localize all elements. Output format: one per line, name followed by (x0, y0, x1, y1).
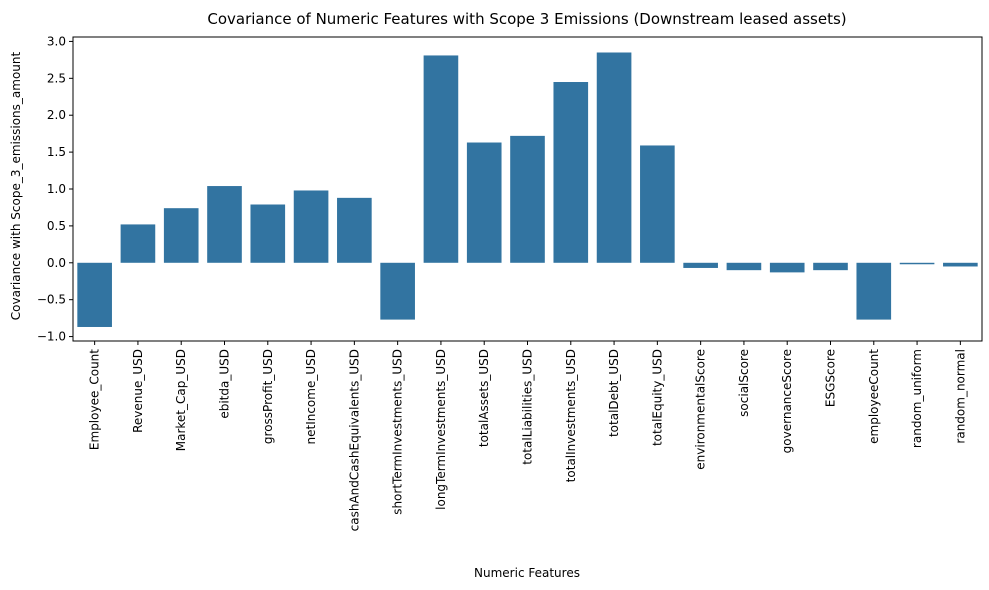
x-tick-label: ESGScore (824, 349, 838, 407)
x-tick-label: random_uniform (910, 349, 924, 448)
x-tick-label: grossProfit_USD (261, 349, 275, 444)
x-tick-label: employeeCount (867, 349, 881, 444)
y-axis: −1.0 −0.5 0.0 0.5 1.0 1.5 2.0 2.5 3.0 (37, 34, 73, 344)
bar-grossProfit_USD (250, 204, 286, 263)
x-axis: Employee_Count Revenue_USD Market_Cap_USD e… (88, 341, 967, 531)
x-tick-label: totalLiabilities_USD (521, 349, 535, 465)
y-tick-label: 1.0 (47, 182, 66, 196)
x-tick-label: Employee_Count (88, 349, 102, 450)
y-tick-label: 2.5 (47, 71, 66, 85)
bars-group (77, 52, 978, 327)
bar-totalAssets_USD (466, 142, 502, 263)
bar-totalDebt_USD (596, 52, 632, 263)
y-tick-label: 1.5 (47, 145, 66, 159)
bar-ESGScore (813, 262, 848, 271)
y-tick-label: 0.5 (47, 219, 66, 233)
x-tick-label: governanceScore (780, 349, 794, 453)
bar-Employee_Count (77, 262, 112, 327)
bar-cashAndCashEquivalents_USD (337, 197, 372, 263)
bar-Market_Cap_USD (163, 208, 199, 263)
x-tick-label: cashAndCashEquivalents_USD (347, 349, 361, 531)
y-tick-label: 2.0 (47, 108, 66, 122)
x-tick-label: ebitda_USD (218, 349, 232, 419)
x-tick-label: Market_Cap_USD (174, 349, 188, 451)
x-axis-title: Numeric Features (474, 566, 580, 580)
chart-title: Covariance of Numeric Features with Scop… (207, 10, 846, 28)
bar-random_normal (943, 262, 978, 267)
x-tick-label: netIncome_USD (304, 349, 318, 445)
y-tick-label: 3.0 (47, 34, 66, 48)
bar-totalInvestments_USD (553, 82, 589, 263)
bar-totalLiabilities_USD (510, 135, 545, 263)
y-axis-title: Covariance with Scope_3_emissions_amount (9, 52, 23, 321)
y-tick-label: 0.0 (47, 256, 66, 270)
plot-frame (72, 36, 983, 342)
bar-ebitda_USD (207, 186, 242, 263)
bar-environmentalScore (683, 262, 718, 268)
x-tick-label: totalInvestments_USD (564, 349, 578, 482)
bar-employeeCount (856, 262, 892, 320)
x-tick-label: shortTermInvestments_USD (391, 349, 405, 515)
bar-random_uniform (899, 262, 935, 265)
bar-longTermInvestments_USD (423, 55, 459, 263)
bar-governanceScore (769, 262, 805, 273)
x-tick-label: totalEquity_USD (650, 349, 664, 446)
bar-socialScore (726, 262, 762, 271)
x-tick-label: Revenue_USD (131, 349, 145, 433)
y-tick-label: −0.5 (37, 293, 66, 307)
x-tick-label: random_normal (953, 349, 967, 444)
x-tick-label: longTermInvestments_USD (434, 349, 448, 510)
x-tick-label: environmentalScore (694, 349, 708, 470)
bar-shortTermInvestments_USD (380, 262, 415, 320)
bar-totalEquity_USD (640, 145, 675, 263)
bar-netIncome_USD (293, 190, 329, 263)
x-tick-label: totalDebt_USD (607, 349, 621, 437)
x-tick-label: socialScore (737, 349, 751, 417)
x-tick-label: totalAssets_USD (477, 349, 491, 447)
y-tick-label: −1.0 (37, 330, 66, 344)
bar-Revenue_USD (120, 224, 156, 263)
